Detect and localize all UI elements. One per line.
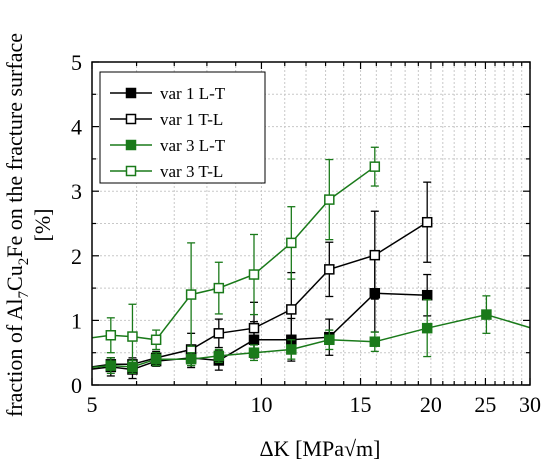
y-tick-label: 1 bbox=[71, 308, 82, 333]
legend-entry: var 3 L-T bbox=[110, 136, 226, 155]
legend-marker bbox=[125, 165, 137, 177]
legend-entry: var 1 L-T bbox=[110, 84, 226, 103]
data-point bbox=[534, 326, 543, 335]
y-tick-label: 2 bbox=[71, 244, 82, 269]
data-point bbox=[286, 237, 297, 249]
data-point bbox=[72, 364, 81, 373]
data-point bbox=[369, 249, 381, 261]
data-point bbox=[213, 328, 225, 339]
data-point bbox=[248, 269, 260, 280]
x-tick-label: 15 bbox=[350, 392, 372, 417]
legend-label: var 3 T-L bbox=[160, 162, 223, 181]
x-tick-label: 30 bbox=[519, 392, 541, 417]
y-tick-label: 3 bbox=[71, 179, 82, 204]
data-point bbox=[369, 161, 381, 172]
data-point bbox=[481, 309, 492, 320]
data-point bbox=[248, 347, 260, 358]
x-axis-title: ΔK [MPa√m] bbox=[260, 436, 381, 461]
y-axis-title: fraction of Al7Cu2Fe on the fracture sur… bbox=[2, 33, 32, 417]
axes: 5 10 15 20 25 30 0 1 2 3 4 5 bbox=[71, 50, 541, 417]
series-line bbox=[92, 166, 376, 341]
legend-marker bbox=[125, 139, 137, 151]
data-point bbox=[150, 334, 162, 346]
legend: var 1 L-T var 1 T-L var 3 L-T var 3 T-L bbox=[99, 71, 266, 184]
plot-area bbox=[72, 146, 543, 380]
series-var-3-t-l bbox=[72, 146, 381, 370]
data-point bbox=[369, 336, 381, 347]
data-point bbox=[105, 360, 117, 371]
data-point bbox=[248, 322, 260, 334]
data-point bbox=[185, 353, 197, 365]
data-point bbox=[213, 282, 225, 294]
data-point bbox=[286, 344, 297, 355]
data-point bbox=[286, 304, 297, 315]
plot-series bbox=[72, 146, 543, 380]
data-point bbox=[421, 289, 433, 301]
data-point bbox=[324, 194, 335, 205]
legend-label: var 1 L-T bbox=[160, 84, 226, 103]
legend-label: var 3 L-T bbox=[160, 136, 226, 155]
data-point bbox=[72, 364, 81, 373]
legend-entry: var 1 T-L bbox=[110, 110, 223, 129]
data-point bbox=[421, 216, 433, 228]
x-tick-label: 20 bbox=[420, 392, 442, 417]
x-tick-label: 5 bbox=[87, 392, 98, 417]
data-point bbox=[324, 264, 335, 275]
y-tick-label: 5 bbox=[71, 50, 82, 75]
data-point bbox=[185, 289, 197, 300]
legend-entry: var 3 T-L bbox=[110, 162, 223, 181]
legend-label: var 1 T-L bbox=[160, 110, 223, 129]
y-axis-title-unit: [%] bbox=[30, 209, 55, 242]
data-point bbox=[72, 335, 81, 344]
data-point bbox=[421, 322, 433, 334]
data-point bbox=[213, 350, 225, 362]
y-tick-label: 0 bbox=[71, 373, 82, 398]
legend-marker bbox=[125, 87, 137, 99]
data-point bbox=[127, 331, 138, 342]
x-tick-label: 25 bbox=[474, 392, 496, 417]
data-point bbox=[150, 353, 162, 365]
y-tick-label: 4 bbox=[71, 115, 82, 140]
legend-marker bbox=[125, 113, 137, 125]
x-tick-label: 10 bbox=[250, 392, 272, 417]
data-point bbox=[324, 334, 335, 346]
data-point bbox=[105, 330, 117, 341]
